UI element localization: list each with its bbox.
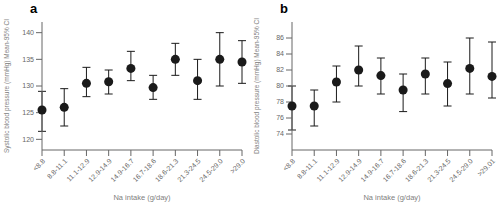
svg-text:11.1-12.9: 11.1-12.9: [315, 157, 341, 183]
svg-text:8.8-11.1: 8.8-11.1: [295, 157, 319, 180]
svg-text:18.6-21.3: 18.6-21.3: [153, 157, 180, 184]
svg-text:130: 130: [22, 82, 34, 89]
svg-text:11.1-12.9: 11.1-12.9: [65, 157, 91, 183]
svg-text:21.3-24.5: 21.3-24.5: [425, 157, 452, 184]
svg-text:140: 140: [22, 29, 34, 36]
html-text:a: a: [30, 1, 38, 16]
svg-text:Na intake (g/day): Na intake (g/day): [363, 193, 421, 202]
svg-text:16.7-18.6: 16.7-18.6: [381, 157, 408, 184]
svg-text:8.8-11.1: 8.8-11.1: [45, 157, 69, 180]
svg-text:<8.8: <8.8: [31, 157, 46, 172]
svg-text:14.9-16.7: 14.9-16.7: [359, 157, 386, 184]
svg-text:78: 78: [276, 98, 284, 105]
svg-text:>29.0: >29.0: [229, 157, 247, 175]
svg-text:Systolic blood pressure (mmHg): Systolic blood pressure (mmHg) Mean-95% …: [8, 19, 11, 153]
svg-text:<8.8: <8.8: [281, 157, 296, 172]
svg-text:>29.01: >29.01: [476, 157, 492, 177]
svg-text:24.5-29.0: 24.5-29.0: [448, 157, 474, 183]
svg-text:18.6-21.3: 18.6-21.3: [403, 157, 430, 184]
svg-text:12.9-14.9: 12.9-14.9: [337, 157, 363, 184]
svg-text:86: 86: [276, 34, 284, 41]
svg-text:14.9-16.7: 14.9-16.7: [109, 157, 136, 184]
svg-text:Na intake (g/day): Na intake (g/day): [113, 193, 171, 202]
svg-text:84: 84: [276, 50, 284, 57]
svg-text:125: 125: [22, 109, 34, 116]
svg-text:135: 135: [22, 56, 34, 63]
html-text:b: b: [280, 1, 288, 16]
svg-text:21.3-24.5: 21.3-24.5: [175, 157, 202, 184]
svg-text:74: 74: [276, 130, 284, 137]
svg-text:Diastolic blood pressure (mmHg: Diastolic blood pressure (mmHg) Mean-95%…: [253, 18, 261, 154]
svg-text:12.9-14.9: 12.9-14.9: [87, 157, 113, 184]
svg-text:16.7-18.6: 16.7-18.6: [131, 157, 158, 184]
svg-text:80: 80: [276, 82, 284, 89]
svg-text:24.5-29.0: 24.5-29.0: [198, 157, 224, 183]
svg-text:120: 120: [22, 136, 34, 143]
svg-text:82: 82: [276, 66, 284, 73]
svg-text:76: 76: [276, 114, 284, 121]
